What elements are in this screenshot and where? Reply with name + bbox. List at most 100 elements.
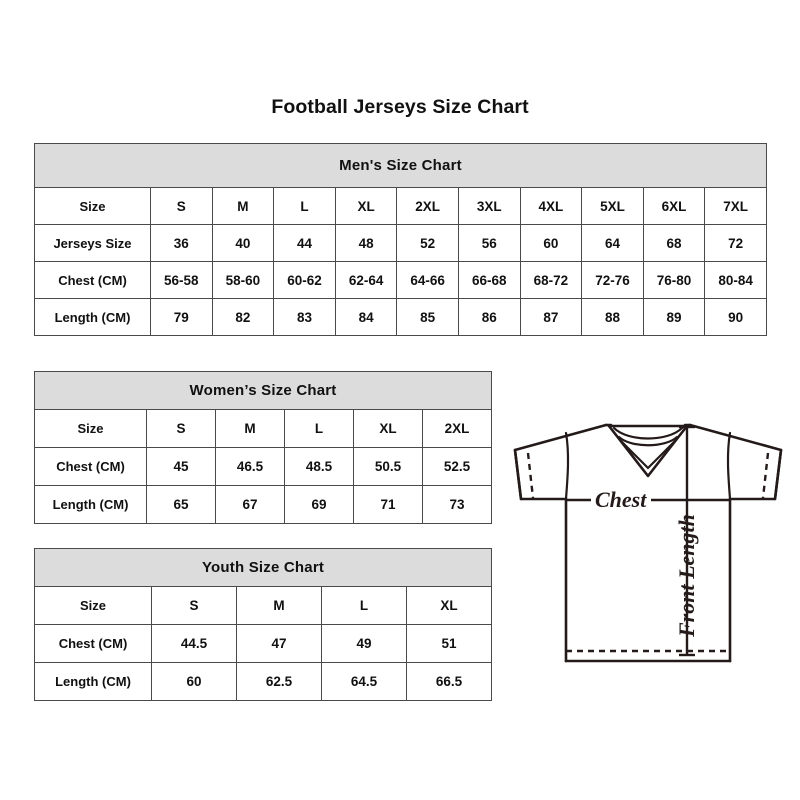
mens-size-2xl: 2XL: [396, 187, 459, 225]
mens-jerseys-size-m: 40: [211, 224, 275, 262]
mens-jerseys-size-6xl: 68: [642, 224, 706, 262]
mens-size-7xl: 7XL: [704, 187, 767, 225]
mens-jerseys-size-7xl: 72: [704, 224, 767, 262]
mens-chest-xl: 62-64: [334, 261, 398, 299]
left-sleeve-outline: [513, 423, 608, 501]
youth-size-chart-table: Youth Size Chart Size S M L XL Chest (CM…: [33, 548, 493, 701]
mens-chest-3xl: 66-68: [457, 261, 521, 299]
womens-size-s: S: [146, 409, 216, 448]
youth-size-l: L: [321, 586, 407, 625]
mens-jerseys-size-5xl: 64: [581, 224, 644, 262]
left-cuff-stitch-dashed-line: [526, 452, 535, 499]
table-row: Chest (CM) 44.5 47 49 51: [34, 624, 493, 663]
mens-length-5xl: 88: [581, 298, 644, 336]
row-label-size: Size: [34, 409, 147, 448]
womens-length-l: 69: [284, 485, 354, 524]
mens-length-7xl: 90: [704, 298, 767, 336]
womens-size-l: L: [284, 409, 354, 448]
mens-chest-s: 56-58: [150, 261, 213, 299]
table-row: Size S M L XL 2XL: [34, 409, 493, 448]
womens-length-m: 67: [215, 485, 285, 524]
mens-section-title: Men's Size Chart: [34, 143, 767, 188]
youth-chest-l: 49: [321, 624, 407, 663]
womens-size-m: M: [215, 409, 285, 448]
mens-size-m: M: [211, 187, 275, 225]
youth-section-title: Youth Size Chart: [33, 548, 493, 587]
mens-length-s: 79: [150, 298, 213, 336]
row-label-length: Length (CM): [34, 298, 151, 336]
mens-jerseys-size-3xl: 56: [457, 224, 521, 262]
mens-size-5xl: 5XL: [581, 187, 644, 225]
womens-chest-m: 46.5: [215, 447, 285, 486]
table-section-header-row: Youth Size Chart: [33, 548, 493, 587]
row-label-length: Length (CM): [34, 662, 152, 701]
mens-length-xl: 84: [334, 298, 398, 336]
mens-size-s: S: [150, 187, 213, 225]
mens-length-6xl: 89: [642, 298, 706, 336]
womens-length-xl: 71: [353, 485, 423, 524]
youth-size-m: M: [236, 586, 322, 625]
mens-length-4xl: 87: [519, 298, 583, 336]
table-section-header-row: Women’s Size Chart: [33, 371, 493, 410]
womens-chest-xl: 50.5: [353, 447, 423, 486]
jersey-measurement-diagram: Chest Front Length: [503, 404, 793, 694]
youth-length-s: 60: [151, 662, 237, 701]
womens-size-xl: XL: [353, 409, 423, 448]
mens-jerseys-size-xl: 48: [334, 224, 398, 262]
neckline-inner-arc-1: [612, 426, 684, 440]
right-armhole-seam: [726, 431, 732, 501]
womens-chest-2xl: 52.5: [421, 447, 493, 486]
table-row: Length (CM) 79 82 83 84 85 86 87 88 89 9…: [34, 298, 767, 336]
mens-length-l: 83: [273, 298, 336, 336]
mens-length-2xl: 85: [396, 298, 459, 336]
mens-chest-4xl: 68-72: [519, 261, 583, 299]
youth-chest-s: 44.5: [151, 624, 237, 663]
mens-chest-5xl: 72-76: [581, 261, 644, 299]
womens-chest-l: 48.5: [284, 447, 354, 486]
womens-size-2xl: 2XL: [421, 409, 493, 448]
mens-length-m: 82: [211, 298, 275, 336]
row-label-chest: Chest (CM): [34, 447, 147, 486]
neckline-inner-arc-2: [617, 435, 679, 447]
table-row: Chest (CM) 56-58 58-60 60-62 62-64 64-66…: [34, 261, 767, 299]
youth-length-m: 62.5: [236, 662, 322, 701]
right-sleeve-outline: [688, 423, 783, 501]
row-label-chest: Chest (CM): [34, 624, 152, 663]
front-length-label: Front Length: [674, 514, 699, 638]
row-label-length: Length (CM): [34, 485, 147, 524]
youth-chest-m: 47: [236, 624, 322, 663]
table-row: Size S M L XL: [34, 586, 493, 625]
youth-chest-xl: 51: [405, 624, 493, 663]
table-row: Chest (CM) 45 46.5 48.5 50.5 52.5: [34, 447, 493, 486]
table-row: Length (CM) 65 67 69 71 73: [34, 485, 493, 524]
chest-label: Chest: [595, 487, 647, 512]
table-section-header-row: Men's Size Chart: [34, 143, 767, 188]
mens-jerseys-size-4xl: 60: [519, 224, 583, 262]
womens-length-2xl: 73: [421, 485, 493, 524]
table-row: Size S M L XL 2XL 3XL 4XL 5XL 6XL 7XL: [34, 187, 767, 225]
page-title: Football Jerseys Size Chart: [271, 96, 529, 118]
mens-size-chart-table: Men's Size Chart Size S M L XL 2XL 3XL 4…: [34, 143, 767, 336]
youth-length-xl: 66.5: [405, 662, 493, 701]
table-row: Length (CM) 60 62.5 64.5 66.5: [34, 662, 493, 701]
womens-size-chart-table: Women’s Size Chart Size S M L XL 2XL Che…: [33, 371, 493, 524]
row-label-chest: Chest (CM): [34, 261, 151, 299]
table-row: Jerseys Size 36 40 44 48 52 56 60 64 68 …: [34, 224, 767, 262]
mens-size-3xl: 3XL: [457, 187, 521, 225]
row-label-size: Size: [34, 187, 151, 225]
womens-length-s: 65: [146, 485, 216, 524]
mens-jerseys-size-2xl: 52: [396, 224, 459, 262]
mens-jerseys-size-l: 44: [273, 224, 336, 262]
neckline-inner-v: [618, 438, 678, 470]
mens-size-4xl: 4XL: [519, 187, 583, 225]
youth-size-xl: XL: [405, 586, 493, 625]
mens-jerseys-size-s: 36: [150, 224, 213, 262]
mens-size-l: L: [273, 187, 336, 225]
row-label-size: Size: [34, 586, 152, 625]
womens-chest-s: 45: [146, 447, 216, 486]
left-cuff-edge: [513, 448, 523, 501]
mens-chest-m: 58-60: [211, 261, 275, 299]
mens-length-3xl: 86: [457, 298, 521, 336]
youth-size-s: S: [151, 586, 237, 625]
mens-chest-6xl: 76-80: [642, 261, 706, 299]
